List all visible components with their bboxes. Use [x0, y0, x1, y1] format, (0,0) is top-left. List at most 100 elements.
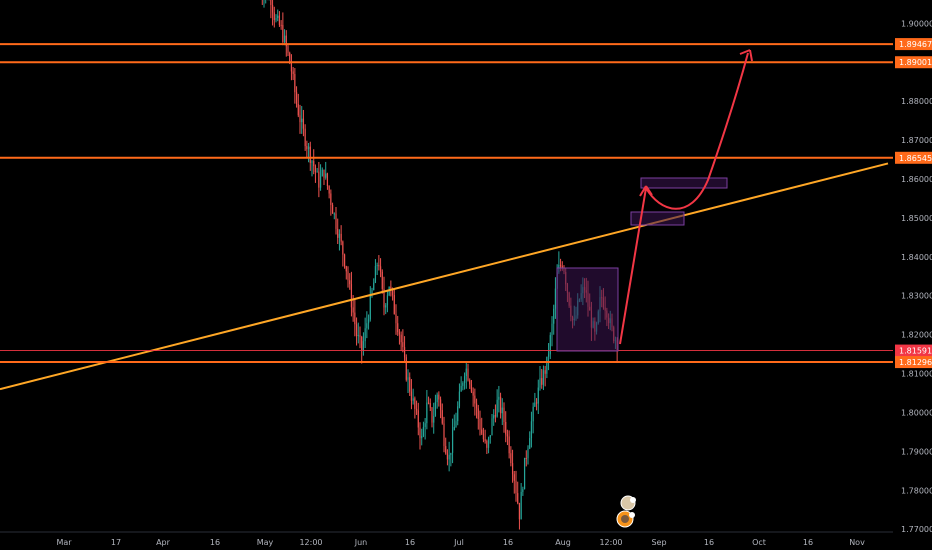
candle-body	[445, 446, 447, 454]
price-tag-1.89467	[895, 38, 932, 51]
candle-body	[385, 305, 387, 308]
candle-body	[462, 382, 464, 386]
candle-body	[472, 391, 474, 396]
x-tick-label: 16	[704, 538, 714, 547]
candle-body	[481, 429, 483, 434]
alert-icon[interactable]	[620, 495, 636, 511]
candle-body	[307, 146, 310, 150]
candle-body	[520, 491, 522, 520]
y-tick-label: 1.88000	[901, 97, 932, 106]
y-tick-label: 1.90000	[901, 19, 932, 28]
candle-body	[517, 493, 519, 503]
x-tick-label: Sep	[651, 538, 666, 547]
x-tick-label: 12:00	[599, 538, 622, 547]
candle-body	[331, 204, 334, 214]
candle-body	[554, 288, 557, 309]
candle-body	[290, 63, 293, 72]
candle-body	[525, 457, 527, 459]
candle-body	[469, 380, 471, 385]
candle-body	[316, 171, 318, 173]
candle-body	[434, 402, 437, 417]
candle-body	[391, 288, 394, 296]
candle-body	[369, 295, 371, 320]
candle-body	[349, 280, 351, 285]
candle-body	[460, 385, 462, 392]
curve-arrow-2	[645, 52, 749, 210]
candle-body	[371, 290, 373, 296]
candle-body	[539, 378, 541, 388]
x-tick-label: 12:00	[299, 538, 322, 547]
candle-body	[361, 336, 363, 351]
candle-body	[347, 271, 349, 281]
candle-body	[359, 335, 361, 337]
candle-body	[465, 368, 467, 376]
x-axis[interactable]: Mar 17 Apr 16 May 12:00 Jun 16 Jul 16 Aug 12:00 Sep 1…	[0, 531, 893, 547]
candle-body	[424, 423, 426, 427]
candle-body	[421, 435, 423, 439]
candle-body	[448, 454, 450, 460]
candle-body	[304, 128, 306, 147]
avatar-icon[interactable]	[616, 510, 635, 528]
y-tick-label: 1.79000	[901, 447, 932, 456]
icons-layer[interactable]	[616, 495, 636, 528]
candle-body	[474, 395, 476, 404]
candle-body	[479, 418, 481, 430]
candle-body	[511, 463, 514, 475]
current-price-text: 1.81591	[899, 347, 932, 356]
consolidation-box	[556, 267, 619, 352]
up-arrow-1-head	[639, 185, 653, 197]
candle-body	[527, 448, 529, 459]
candle-body	[294, 74, 296, 93]
candle-body	[534, 402, 536, 407]
candle-body	[328, 186, 330, 194]
candle-body	[496, 399, 498, 417]
candle-body	[270, 0, 272, 5]
candle-body	[433, 416, 435, 423]
x-tick-label: 16	[405, 538, 415, 547]
y-tick-label: 1.78000	[901, 486, 932, 495]
y-tick-label: 1.81000	[901, 370, 932, 379]
candle-body	[337, 228, 339, 238]
candle-body	[323, 169, 325, 178]
candle-body	[340, 233, 342, 242]
candle-body	[494, 415, 497, 417]
candles-layer	[261, 0, 618, 530]
candle-body	[283, 35, 286, 42]
candle-body	[493, 415, 495, 419]
candle-body	[330, 193, 332, 205]
candle-body	[486, 440, 488, 448]
candle-body	[482, 433, 485, 440]
candle-body	[287, 46, 289, 53]
candle-body	[551, 323, 553, 336]
candle-body	[343, 254, 346, 267]
candle-body	[441, 410, 443, 424]
candle-body	[362, 341, 365, 351]
candle-body	[463, 375, 466, 383]
candle-body	[542, 370, 545, 385]
price-tag-1.86545	[895, 151, 932, 164]
y-axis[interactable]: 1.77000 1.78000 1.79000 1.80000 1.81000 1.820…	[893, 0, 932, 550]
candle-body	[295, 92, 298, 104]
candle-body	[285, 35, 287, 47]
candle-body	[438, 394, 440, 400]
candle-body	[383, 288, 385, 308]
candle-body	[505, 422, 507, 435]
y-tick-label: 1.82000	[901, 331, 932, 340]
candle-body	[470, 384, 473, 392]
candle-body	[273, 12, 275, 20]
candle-body	[467, 368, 469, 381]
candle-body	[544, 370, 546, 374]
candle-body	[306, 146, 308, 150]
trend-line-layer	[0, 162, 889, 391]
candle-body	[355, 324, 358, 336]
candle-body	[319, 176, 322, 188]
candle-body	[409, 377, 411, 392]
candle-body	[338, 233, 341, 238]
candle-body	[455, 421, 457, 427]
price-tag-low-text: 1.81296	[899, 358, 932, 367]
x-tick-label: 16	[210, 538, 220, 547]
candle-body	[402, 342, 404, 348]
candle-body	[278, 15, 281, 25]
x-tick-label: Aug	[555, 538, 571, 547]
